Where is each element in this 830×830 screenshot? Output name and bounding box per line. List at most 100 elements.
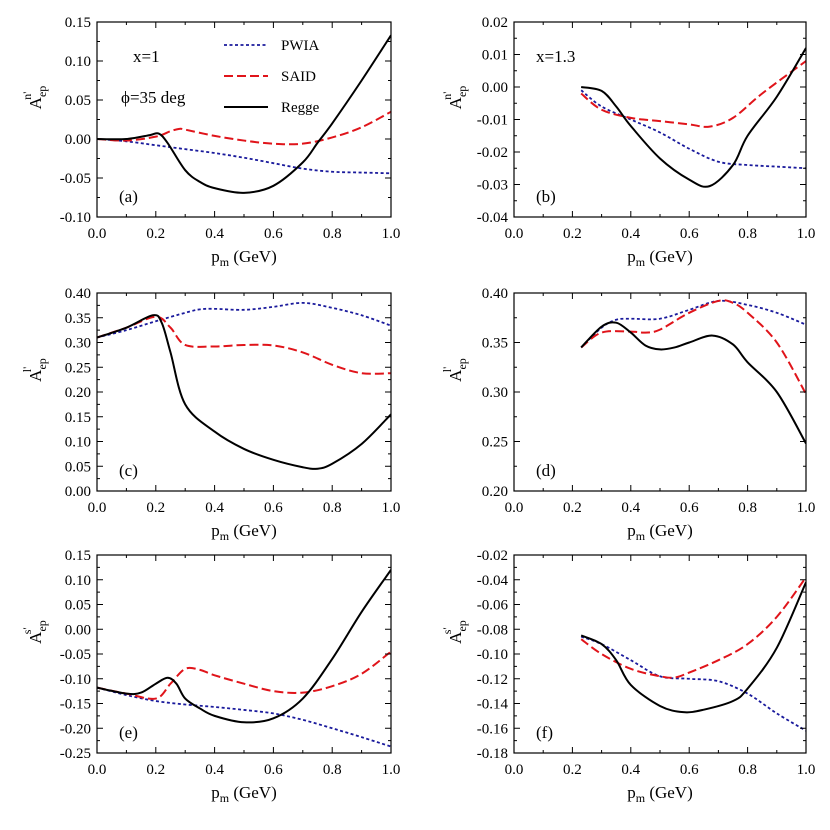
- series-line-regge: [97, 314, 391, 470]
- y-tick-label: -0.02: [477, 145, 508, 161]
- y-axis-label: Aepn': [20, 86, 49, 110]
- series-line-regge: [580, 321, 806, 444]
- y-tick-label: -0.03: [477, 178, 508, 194]
- y-tick-label: 0.00: [65, 484, 91, 500]
- panel-label: (c): [119, 461, 138, 480]
- x-tick-label: 0.0: [505, 226, 524, 242]
- x-tick-label: 0.4: [205, 226, 224, 242]
- panel-b: 0.0 0.2 0.4 0.6 0.8 1.0 -0.04 -0.03 -0.02 -0.01 0.…: [440, 15, 815, 269]
- y-tick-label: -0.01: [477, 113, 508, 129]
- y-tick-label: -0.02: [477, 548, 508, 564]
- panel-label: (a): [119, 187, 138, 206]
- x-tick-label: 0.8: [738, 226, 757, 242]
- y-tick-label: -0.05: [60, 171, 91, 187]
- x-tick-label: 0.4: [621, 226, 640, 242]
- legend: PWIA SAID Regge: [224, 38, 320, 116]
- series-line-said: [580, 299, 806, 395]
- x-tick-label: 0.8: [323, 500, 342, 516]
- y-axis-label: Aepl': [20, 358, 49, 382]
- x-tick-label: 0.2: [146, 226, 165, 242]
- series-line-said: [580, 60, 806, 128]
- y-tick-label: 0.30: [65, 336, 91, 352]
- x-tick-label: 0.2: [563, 500, 582, 516]
- y-tick-label: 0.25: [482, 435, 508, 451]
- y-axis-label: Aeps': [20, 620, 49, 644]
- x-tick-label: 0.0: [88, 226, 107, 242]
- x-tick-label: 0.8: [323, 762, 342, 778]
- panel-a: 0.0 0.2 0.4 0.6 0.8 1.0 -0.10 -0.05 0.00 0.05 0.10…: [20, 15, 400, 269]
- legend-label-pwia: PWIA: [281, 38, 319, 54]
- x-tick-label: 0.0: [505, 762, 524, 778]
- y-tick-label: -0.20: [60, 721, 91, 737]
- y-tick-label: -0.16: [477, 721, 509, 737]
- x-tick-label: 0.6: [680, 226, 699, 242]
- x-tick-label: 1.0: [382, 500, 401, 516]
- y-tick-label: 0.15: [65, 410, 91, 426]
- plot-frame: [513, 292, 807, 492]
- panel-f: 0.0 0.2 0.4 0.6 0.8 1.0 -0.18 -0.16 -0.14 -0.12 -0…: [440, 548, 815, 805]
- y-tick-label: 0.15: [65, 548, 91, 564]
- series-line-regge: [580, 47, 806, 188]
- x-axis-label: pm (GeV): [211, 521, 277, 543]
- y-tick-label: -0.06: [477, 598, 509, 614]
- y-tick-label: 0.35: [482, 336, 508, 352]
- panel-d: 0.0 0.2 0.4 0.6 0.8 1.0 0.20 0.25 0.30 0.35 0.40 pm…: [440, 286, 815, 543]
- y-tick-label: 0.40: [65, 286, 91, 302]
- series-line-said: [580, 576, 806, 679]
- plot-frame: [96, 292, 392, 492]
- x-tick-label: 1.0: [382, 762, 401, 778]
- x-tick-label: 0.8: [738, 500, 757, 516]
- x-tick-label: 0.4: [205, 762, 224, 778]
- y-tick-label: 0.10: [65, 573, 91, 589]
- y-tick-label: 0.00: [65, 132, 91, 148]
- y-tick-label: 0.20: [482, 484, 508, 500]
- x-tick-label: 0.6: [680, 762, 699, 778]
- x-tick-label: 0.8: [738, 762, 757, 778]
- series-line-pwia: [97, 301, 391, 339]
- y-tick-label: -0.08: [477, 622, 508, 638]
- panel-e: 0.0 0.2 0.4 0.6 0.8 1.0 -0.25 -0.20 -0.15 -0.10 -0…: [20, 548, 400, 805]
- x-tick-label: 1.0: [797, 762, 816, 778]
- series-line-said: [97, 650, 391, 700]
- y-tick-label: -0.10: [477, 647, 508, 663]
- y-axis-label: Aepl': [440, 358, 469, 382]
- x-tick-label: 0.4: [621, 762, 640, 778]
- y-tick-label: -0.05: [60, 647, 91, 663]
- x-tick-label: 0.0: [505, 500, 524, 516]
- x-axis-label: pm (GeV): [211, 247, 277, 269]
- y-tick-label: 0.01: [482, 48, 508, 64]
- y-tick-label: -0.25: [60, 746, 91, 762]
- y-tick-label: -0.12: [477, 672, 508, 688]
- panel-c: 0.0 0.2 0.4 0.6 0.8 1.0 0.00 0.05 0.10 0.15 0.20 0.…: [20, 286, 400, 543]
- panel-label: (e): [119, 723, 138, 742]
- panel-label: (b): [536, 187, 556, 206]
- series-line-regge: [97, 34, 391, 194]
- y-tick-label: 0.35: [65, 311, 91, 327]
- x-tick-label: 0.0: [88, 500, 107, 516]
- x-tick-label: 0.6: [264, 226, 283, 242]
- panel-label: (d): [536, 461, 556, 480]
- y-tick-label: 0.00: [482, 80, 508, 96]
- x-tick-label: 0.2: [563, 762, 582, 778]
- y-tick-label: 0.05: [65, 93, 91, 109]
- annotations: x=1 ϕ=35 deg x=1.3: [121, 47, 575, 107]
- x-tick-label: 0.6: [680, 500, 699, 516]
- y-tick-label: 0.15: [65, 15, 91, 31]
- y-tick-label: 0.40: [482, 286, 508, 302]
- x-tick-label: 0.6: [264, 500, 283, 516]
- y-axis-label: Aepn': [440, 86, 469, 110]
- legend-label-said: SAID: [281, 69, 316, 85]
- x-axis-label: pm (GeV): [627, 521, 693, 543]
- x-tick-label: 1.0: [797, 226, 816, 242]
- series-line-regge: [580, 581, 806, 714]
- annotation-x1: x=1: [133, 47, 160, 66]
- x-tick-label: 0.0: [88, 762, 107, 778]
- series-line-said: [97, 315, 391, 375]
- y-tick-label: 0.02: [482, 15, 508, 31]
- series-line-pwia: [97, 138, 391, 175]
- x-tick-label: 0.4: [205, 500, 224, 516]
- y-tick-label: -0.10: [60, 210, 91, 226]
- annotation-x13: x=1.3: [536, 47, 575, 66]
- y-tick-label: -0.04: [477, 573, 509, 589]
- y-tick-label: -0.04: [477, 210, 509, 226]
